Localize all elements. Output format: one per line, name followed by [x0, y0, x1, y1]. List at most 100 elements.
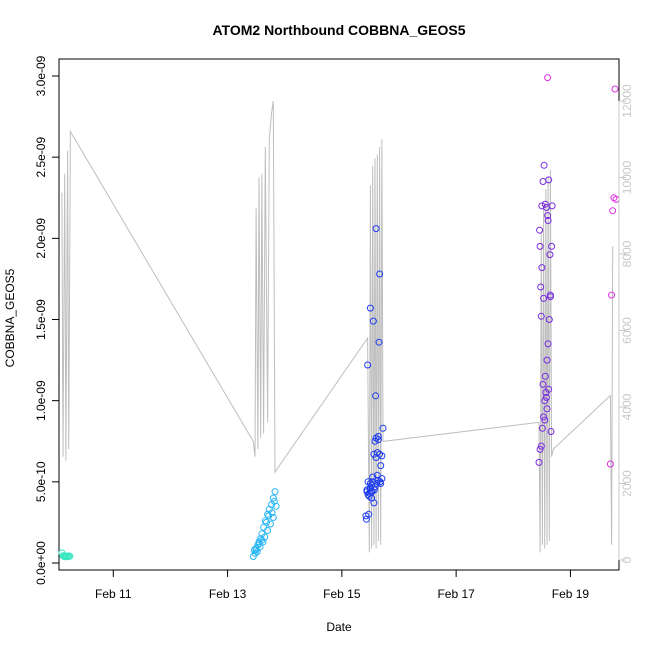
data-point [366, 480, 374, 487]
data-point [259, 538, 267, 546]
data-point [378, 475, 386, 483]
data-point [541, 200, 549, 208]
y2-tick-label: 4000 [620, 393, 634, 420]
data-point [548, 202, 556, 210]
data-point [608, 291, 616, 299]
data-point [269, 494, 277, 502]
data-point [540, 161, 548, 169]
data-point [538, 264, 546, 272]
data-point [610, 194, 618, 202]
data-point [262, 518, 270, 526]
y2-tick-label: 12000 [620, 84, 634, 118]
data-point [372, 392, 380, 400]
data-point [541, 372, 549, 380]
data-point [369, 317, 377, 325]
series-0 [58, 549, 74, 561]
data-point [543, 405, 551, 413]
data-point [250, 546, 258, 554]
data-point [266, 520, 274, 528]
data-point [536, 226, 544, 234]
data-point [543, 356, 551, 364]
series-2 [362, 225, 387, 523]
data-point [546, 251, 554, 259]
data-point [379, 424, 387, 432]
data-point [61, 552, 69, 560]
data-point [609, 207, 617, 215]
x-tick-label: Feb 17 [437, 587, 475, 601]
y-tick-label: 1.5e-09 [34, 299, 48, 340]
data-point [365, 510, 373, 518]
data-point [544, 212, 552, 220]
y-tick-label: 5.0e-10 [34, 461, 48, 502]
series-1 [249, 488, 280, 560]
x-tick-label: Feb 13 [209, 587, 247, 601]
y2-tick-label: 2000 [620, 470, 634, 497]
data-point [538, 202, 546, 210]
data-point [541, 397, 549, 405]
data-point [540, 413, 548, 421]
data-point [606, 460, 614, 468]
data-point [364, 361, 372, 369]
x-tick-label: Feb 15 [323, 587, 361, 601]
data-point [545, 176, 553, 184]
data-point [261, 517, 269, 525]
data-point [544, 74, 552, 82]
x-tick-label: Feb 11 [95, 587, 132, 601]
y-axis-right: 0 2000 4000 6000 8000 10000 12000 [618, 84, 634, 563]
data-point [371, 437, 379, 445]
data-point [254, 541, 262, 549]
y-tick-label: 2.5e-09 [34, 137, 48, 178]
data-point [270, 497, 278, 505]
data-point [370, 486, 378, 494]
y-tick-label: 3.0e-09 [34, 55, 48, 96]
data-point [66, 552, 74, 560]
data-point [376, 270, 384, 278]
data-point [268, 509, 276, 517]
data-point [374, 436, 382, 444]
y-tick-label: 1.0e-09 [34, 380, 48, 421]
data-point [377, 462, 385, 470]
data-point [535, 458, 543, 466]
data-point [546, 293, 554, 301]
data-point [375, 338, 383, 346]
data-point [537, 283, 545, 291]
data-point [544, 340, 552, 348]
data-point [261, 533, 269, 541]
data-point [545, 385, 553, 393]
data-point [269, 514, 277, 521]
data-point [538, 424, 546, 432]
data-point [264, 527, 272, 534]
data-point [271, 488, 279, 496]
y-tick-label: 2.0e-09 [34, 218, 48, 259]
data-point [541, 416, 549, 424]
data-point [611, 85, 619, 93]
x-axis-label: Date [326, 620, 352, 634]
data-point [264, 510, 272, 518]
data-point [542, 393, 550, 401]
y2-tick-label: 0 [620, 556, 634, 563]
data-point [366, 304, 374, 312]
data-point [367, 488, 375, 496]
altitude-line [61, 100, 614, 553]
altitude-line-layer [61, 100, 614, 553]
series-3 [535, 161, 556, 466]
y2-tick-label: 10000 [620, 160, 634, 194]
data-point [548, 242, 556, 250]
data-point [370, 499, 378, 507]
y2-tick-label: 8000 [620, 240, 634, 267]
data-point [272, 502, 280, 510]
y-axis-left: 0.0e+00 5.0e-10 1.0e-09 1.5e-09 2.0e-09 2.5e-… [34, 55, 59, 585]
data-point [369, 473, 377, 481]
data-points-layer [58, 74, 620, 561]
data-point [372, 454, 380, 461]
chart-title: ATOM2 Northbound COBBNA_GEOS5 [212, 22, 465, 38]
data-point [374, 432, 382, 440]
data-point [547, 428, 555, 435]
data-point [539, 380, 547, 388]
x-tick-label: Feb 19 [552, 587, 590, 601]
data-point [363, 488, 371, 496]
data-point [545, 316, 553, 323]
x-axis: Feb 11 Feb 13 Feb 15 Feb 17 Feb 19 [95, 569, 590, 601]
data-point [373, 471, 381, 479]
